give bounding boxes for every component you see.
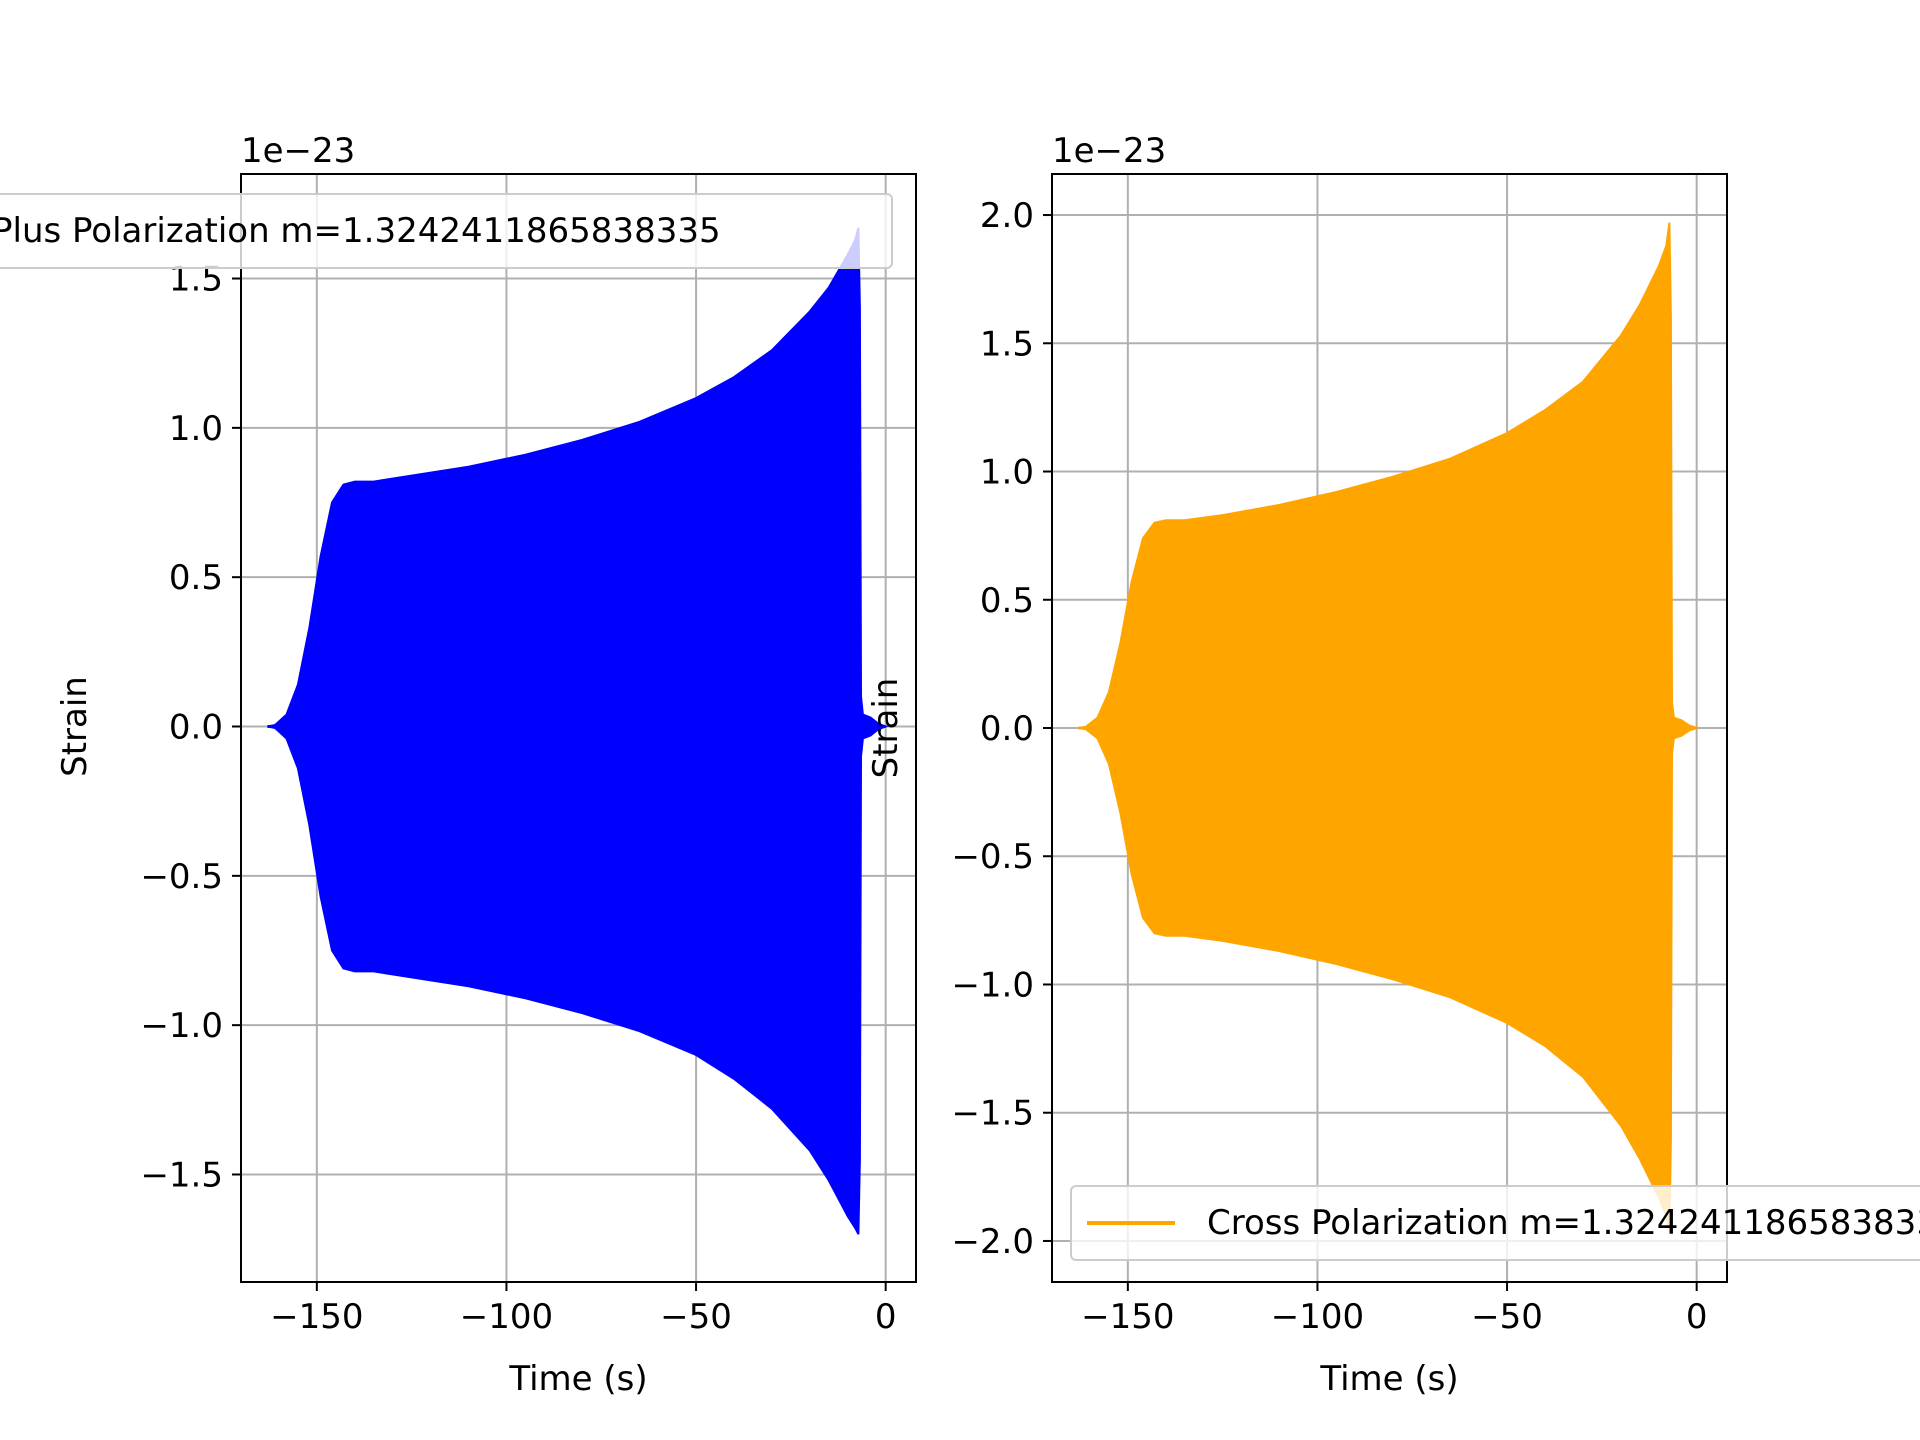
x-tick-label: 0 bbox=[875, 1297, 897, 1337]
y-tick-label: −0.5 bbox=[140, 857, 223, 897]
x-axis-label: Time (s) bbox=[508, 1359, 647, 1399]
series-0-0 bbox=[267, 227, 889, 1235]
y-tick-label: −1.0 bbox=[140, 1006, 223, 1046]
y-tick-label: −1.5 bbox=[951, 1094, 1034, 1134]
legend-box bbox=[1070, 1185, 1920, 1261]
left-plot: −150 −100 −50 0−1.5−1.0−0.50.00.51.01.51e−2… bbox=[0, 131, 917, 1399]
legend: Plus Polarization m=1.3242411865838335 bbox=[0, 193, 893, 269]
y-tick-label: −1.5 bbox=[140, 1155, 223, 1195]
x-tick-label: 0 bbox=[1686, 1297, 1708, 1337]
y-axis-label: Strain bbox=[866, 678, 906, 779]
x-tick-label: −150 bbox=[1081, 1297, 1174, 1337]
axes-frame bbox=[240, 173, 917, 1283]
legend-label: Cross Polarization m=1.3242411865838335 bbox=[1207, 1203, 1920, 1243]
offset-text: 1e−23 bbox=[241, 131, 355, 171]
right-plot: −150 −100 −50 0 −2.0 −1.5 −1.0 −0.5 0.0 0.5 1.0 1.5… bbox=[866, 131, 1920, 1399]
y-tick-label: 0.5 bbox=[980, 581, 1034, 621]
y-tick-label: −2.0 bbox=[951, 1222, 1034, 1262]
x-tick-label: −50 bbox=[1471, 1297, 1543, 1337]
y-tick-label: −1.0 bbox=[951, 965, 1034, 1005]
x-tick-label: −150 bbox=[270, 1297, 363, 1337]
y-axis-label: Strain bbox=[55, 676, 95, 777]
x-tick-label: −100 bbox=[460, 1297, 553, 1337]
legend-label: Plus Polarization m=1.3242411865838335 bbox=[0, 211, 721, 251]
y-tick-label: 0.5 bbox=[169, 558, 223, 598]
x-tick-label: −50 bbox=[660, 1297, 732, 1337]
offset-text: 1e−23 bbox=[1052, 131, 1166, 171]
y-tick-label: 0.0 bbox=[980, 709, 1034, 749]
y-tick-label: 1.0 bbox=[980, 453, 1034, 493]
y-tick-label: 2.0 bbox=[980, 196, 1034, 236]
legend: Cross Polarization m=1.3242411865838335 bbox=[1070, 1185, 1920, 1261]
x-tick-label: −100 bbox=[1271, 1297, 1364, 1337]
legend-box bbox=[0, 193, 893, 269]
y-tick-label: −0.5 bbox=[951, 837, 1034, 877]
x-axis-label: Time (s) bbox=[1319, 1359, 1458, 1399]
y-tick-label: 0.0 bbox=[169, 708, 223, 748]
y-tick-label: 1.5 bbox=[980, 324, 1034, 364]
y-tick-label: 1.0 bbox=[169, 409, 223, 449]
